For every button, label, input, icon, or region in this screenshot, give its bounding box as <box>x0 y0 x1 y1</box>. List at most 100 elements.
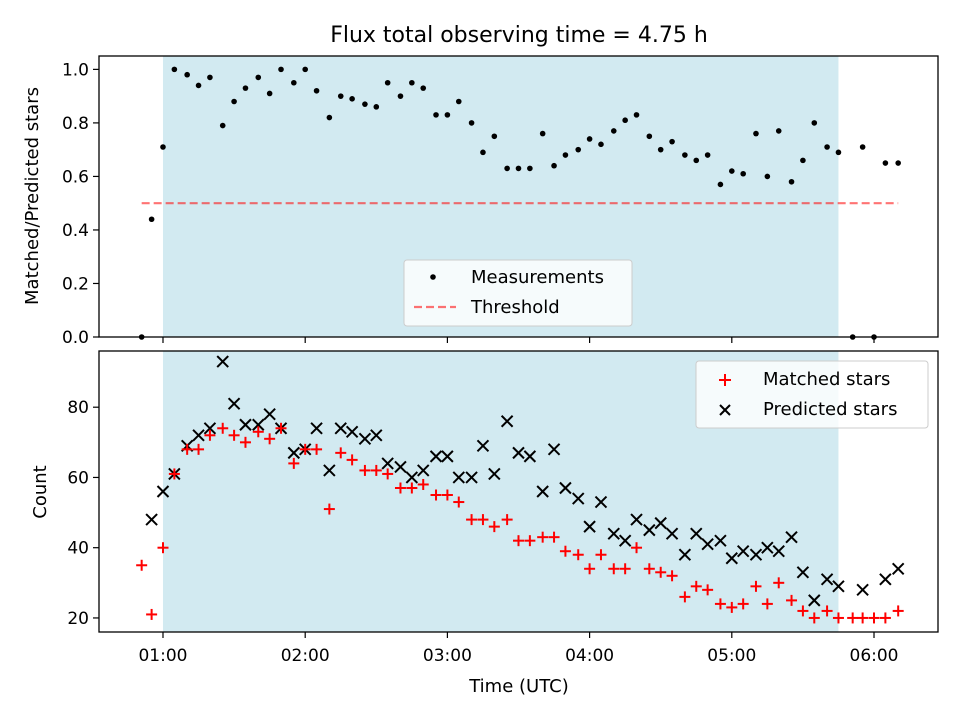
predicted-star-point <box>145 513 158 526</box>
predicted-star-point <box>156 485 170 498</box>
matched-star-point <box>559 545 571 557</box>
measurement-point <box>646 133 653 140</box>
measurement-point <box>195 82 202 89</box>
matched-star-point <box>643 563 655 575</box>
predicted-star-point <box>678 548 692 561</box>
matched-star-point <box>406 482 418 494</box>
matched-star-point <box>359 464 371 476</box>
matched-star-point <box>595 549 607 561</box>
measurement-point <box>302 66 308 73</box>
measurement-point <box>764 173 771 180</box>
matched-star-point <box>477 514 489 526</box>
top-ytick-label: 0.0 <box>62 328 89 348</box>
measurement-point <box>669 138 675 145</box>
xtick-label: 04:00 <box>565 646 614 666</box>
top-panel: 0.0 0.2 0.4 0.6 0.8 1.0 Matched/Predicted sta… <box>22 55 939 348</box>
predicted-star-point <box>429 450 443 463</box>
predicted-star-point <box>239 418 252 431</box>
bottom-axes-frame <box>98 350 939 633</box>
xtick-label: 03:00 <box>423 646 472 666</box>
matched-star-point <box>892 605 904 617</box>
top-ytick-label: 0.6 <box>62 167 89 187</box>
measurement-point <box>313 87 320 94</box>
top-axes-frame <box>98 55 939 338</box>
matched-star-point <box>726 601 738 613</box>
matched-star-point <box>394 482 406 494</box>
measurement-point <box>633 112 640 118</box>
bottom-ytick-label: 60 <box>67 468 89 488</box>
measurement-point <box>409 79 415 86</box>
predicted-star-point <box>749 548 763 561</box>
measurement-point <box>397 93 404 99</box>
predicted-star-point <box>856 583 869 597</box>
matched-star-point <box>666 570 678 582</box>
measurement-point <box>160 144 166 150</box>
measurement-point <box>242 85 249 91</box>
matched-star-point <box>430 489 442 501</box>
measurement-point <box>455 98 462 105</box>
predicted-star-point <box>334 422 347 435</box>
predicted-star-point <box>452 471 465 484</box>
predicted-star-point <box>417 464 430 477</box>
predicted-star-point <box>523 450 537 463</box>
matched-star-point <box>299 443 311 455</box>
predicted-star-point <box>665 527 679 540</box>
predicted-star-point <box>654 516 667 530</box>
predicted-star-point <box>701 537 714 551</box>
measurement-point <box>337 93 344 99</box>
matched-star-point <box>702 584 714 596</box>
matched-star-point <box>868 612 880 624</box>
matched-star-point <box>879 612 891 624</box>
measurement-point <box>859 144 866 150</box>
matched-star-point <box>288 457 300 469</box>
matched-star-point <box>808 612 820 624</box>
matched-star-point <box>524 535 536 547</box>
matched-star-point <box>797 605 809 617</box>
measurement-point <box>255 74 262 81</box>
matched-star-point <box>847 612 859 624</box>
predicted-star-point <box>216 355 229 368</box>
matched-star-point <box>714 598 726 610</box>
top-legend-box <box>403 259 633 327</box>
top-ytick-label: 0.8 <box>62 114 89 134</box>
top-legend: Measurements Threshold <box>403 259 633 327</box>
measurement-point <box>420 85 427 91</box>
matched-star-point <box>501 514 513 526</box>
measurement-point <box>657 146 664 153</box>
legend-matched-marker <box>719 374 731 386</box>
matched-star-point <box>655 566 667 578</box>
predicted-star-point <box>547 443 561 456</box>
legend-predicted-marker <box>719 404 731 416</box>
predicted-star-point <box>227 397 241 410</box>
predicted-star-point <box>441 450 454 463</box>
matched-star-point <box>157 542 169 554</box>
measurement-point <box>491 133 498 140</box>
measurement-point <box>349 96 355 102</box>
measurement-point <box>788 178 795 185</box>
predicted-star-point <box>203 422 217 435</box>
measurement-point <box>800 157 806 164</box>
predicted-star-point <box>394 460 407 474</box>
matched-star-point <box>572 549 584 561</box>
matched-star-point <box>513 535 524 547</box>
matched-star-point <box>466 514 478 526</box>
measurement-point <box>444 112 451 118</box>
matched-star-point <box>690 580 702 592</box>
measurement-point <box>515 165 522 172</box>
predicted-star-point <box>536 485 549 498</box>
matched-star-point <box>370 464 382 476</box>
predicted-star-point <box>891 562 905 575</box>
measurement-point <box>291 79 297 86</box>
bottom-ytick-label: 20 <box>67 609 89 629</box>
predicted-star-point <box>736 545 750 558</box>
predicted-star-point <box>714 534 727 547</box>
chart-title: Flux total observing time = 4.75 h <box>330 23 708 48</box>
predicted-star-point <box>263 408 276 421</box>
measurement-point <box>729 168 735 174</box>
measurement-point <box>266 90 273 97</box>
predicted-star-point <box>310 422 323 435</box>
measurement-point <box>598 141 604 148</box>
measurement-point <box>835 149 842 156</box>
matched-star-point <box>832 612 844 624</box>
predicted-star-point <box>287 446 301 460</box>
